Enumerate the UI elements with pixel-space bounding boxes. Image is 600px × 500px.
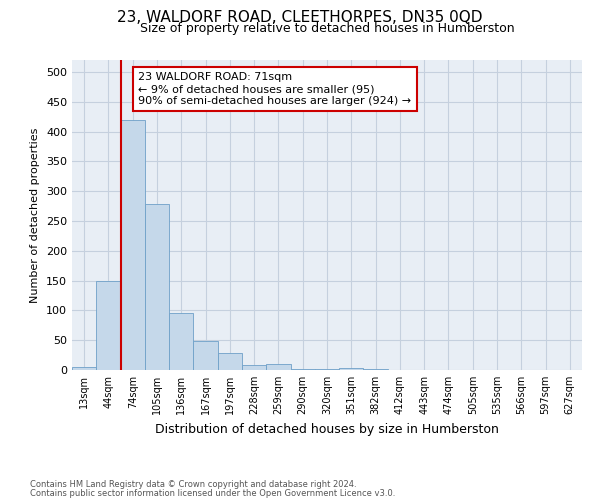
Bar (96, 280, 121, 370)
Text: Contains HM Land Registry data © Crown copyright and database right 2024.: Contains HM Land Registry data © Crown c… (30, 480, 356, 489)
Bar (145, 204, 169, 370)
Text: 23 WALDORF ROAD: 71sqm
← 9% of detached houses are smaller (95)
90% of semi-deta: 23 WALDORF ROAD: 71sqm ← 9% of detached … (139, 72, 412, 106)
Text: 23, WALDORF ROAD, CLEETHORPES, DN35 0QD: 23, WALDORF ROAD, CLEETHORPES, DN35 0QD (117, 10, 483, 25)
Bar (193, 342, 218, 370)
Bar (72, 367, 96, 370)
Bar (242, 365, 266, 370)
X-axis label: Distribution of detached houses by size in Humberston: Distribution of detached houses by size … (155, 422, 499, 436)
Bar (266, 364, 290, 370)
Y-axis label: Number of detached properties: Number of detached properties (31, 128, 40, 302)
Bar (315, 369, 339, 370)
Bar (121, 120, 145, 370)
Bar (218, 354, 242, 370)
Title: Size of property relative to detached houses in Humberston: Size of property relative to detached ho… (140, 22, 514, 35)
Bar (339, 368, 364, 370)
Text: Contains public sector information licensed under the Open Government Licence v3: Contains public sector information licen… (30, 488, 395, 498)
Bar (290, 369, 315, 370)
Bar (364, 369, 388, 370)
Bar (169, 314, 193, 370)
